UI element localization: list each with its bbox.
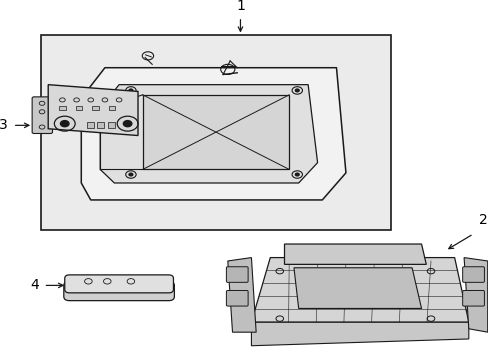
Polygon shape bbox=[227, 258, 256, 332]
Bar bbox=[87, 122, 94, 128]
Polygon shape bbox=[293, 268, 421, 309]
Bar bbox=[92, 106, 99, 110]
Text: 3: 3 bbox=[0, 118, 8, 132]
Circle shape bbox=[295, 173, 299, 176]
Polygon shape bbox=[251, 322, 468, 346]
Bar bbox=[97, 122, 104, 128]
Polygon shape bbox=[100, 85, 317, 183]
Circle shape bbox=[61, 121, 69, 127]
Bar bbox=[107, 122, 115, 128]
Circle shape bbox=[129, 173, 133, 176]
Polygon shape bbox=[142, 95, 288, 170]
FancyBboxPatch shape bbox=[462, 267, 484, 282]
FancyBboxPatch shape bbox=[63, 281, 174, 301]
Text: 1: 1 bbox=[236, 0, 244, 13]
Circle shape bbox=[123, 121, 132, 127]
Text: 4: 4 bbox=[30, 278, 39, 292]
Polygon shape bbox=[48, 85, 138, 135]
FancyBboxPatch shape bbox=[226, 291, 247, 306]
Circle shape bbox=[129, 89, 133, 92]
Bar bbox=[108, 106, 115, 110]
Polygon shape bbox=[284, 244, 426, 264]
Polygon shape bbox=[251, 258, 468, 322]
Polygon shape bbox=[463, 258, 487, 332]
FancyBboxPatch shape bbox=[226, 267, 247, 282]
Bar bbox=[59, 106, 65, 110]
Polygon shape bbox=[81, 68, 345, 200]
Circle shape bbox=[295, 89, 299, 92]
Text: 2: 2 bbox=[478, 213, 487, 227]
FancyBboxPatch shape bbox=[32, 97, 52, 134]
FancyBboxPatch shape bbox=[462, 291, 484, 306]
FancyBboxPatch shape bbox=[64, 275, 173, 293]
Bar bbox=[76, 106, 82, 110]
Bar bbox=[41, 36, 390, 230]
